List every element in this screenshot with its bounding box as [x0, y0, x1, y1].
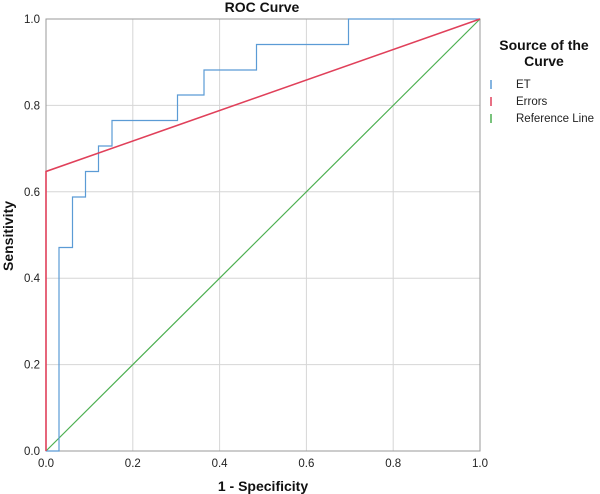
legend-label: Reference Line: [516, 113, 594, 125]
series-line-reference-line: [45, 18, 481, 452]
y-tick-label: 1.0: [24, 14, 40, 26]
y-tick-label: 0.6: [24, 187, 40, 199]
y-tick-label: 0.2: [24, 360, 40, 372]
x-tick-label: 1.0: [472, 458, 488, 470]
x-tick-label: 0.8: [385, 458, 401, 470]
legend-title-line-1: Source of the: [499, 37, 589, 53]
legend-label: ET: [516, 79, 531, 91]
series-line-errors: [45, 18, 481, 451]
legend: Source of the Curve ET Errors Reference Li…: [490, 37, 594, 125]
x-tick-label: 0.2: [125, 458, 141, 470]
legend-items: ET Errors Reference Line: [490, 79, 594, 125]
x-axis-label: 1 - Specificity: [218, 478, 308, 494]
series-group: [45, 18, 481, 452]
chart-title: ROC Curve: [225, 0, 300, 15]
x-tick-label: 0.0: [38, 458, 54, 470]
y-tick-labels: 0.0 0.2 0.4 0.6 0.8 1.0: [24, 14, 41, 458]
legend-label: Errors: [516, 96, 548, 108]
legend-title-line-2: Curve: [524, 53, 564, 69]
y-tick-label: 0.0: [24, 446, 40, 458]
x-tick-label: 0.4: [212, 458, 229, 470]
series-line-et: [46, 18, 480, 452]
y-tick-label: 0.8: [24, 100, 40, 112]
x-tick-labels: 0.0 0.2 0.4 0.6 0.8 1.0: [38, 458, 488, 470]
x-tick-label: 0.6: [298, 458, 314, 470]
y-tick-label: 0.4: [24, 273, 41, 285]
y-axis-label: Sensitivity: [0, 201, 16, 271]
